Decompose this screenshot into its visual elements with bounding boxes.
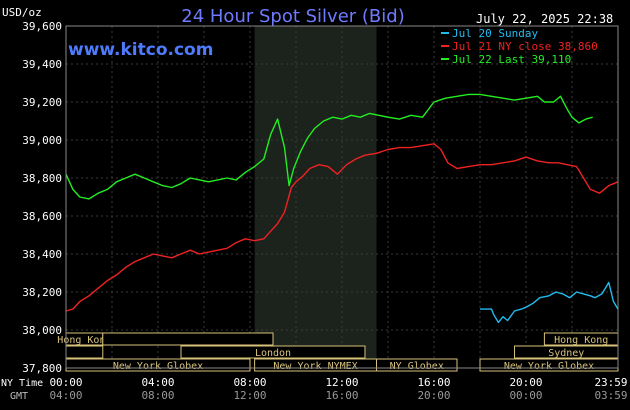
y-tick-label: 38,600 bbox=[22, 210, 62, 223]
y-tick-label: 39,200 bbox=[22, 96, 62, 109]
x-tick-label-gmt: 12:00 bbox=[233, 389, 266, 402]
x-tick-label-gmt: 16:00 bbox=[325, 389, 358, 402]
series-line bbox=[65, 143, 619, 312]
y-axis-tick-labels: 39,600 39,400 39,200 39,000 38,800 38,600 38,4… bbox=[22, 20, 62, 375]
series-line bbox=[65, 93, 593, 200]
source-watermark: www.kitco.com bbox=[68, 40, 213, 60]
x-tick-label-ny: 12:00 bbox=[325, 376, 358, 389]
plot-border bbox=[65, 25, 619, 369]
x-axis-label-gmt: GMT bbox=[10, 391, 28, 402]
legend-entry: Jul 22 Last 39,110 bbox=[452, 53, 571, 66]
y-tick-label: 39,400 bbox=[22, 58, 62, 71]
market-session-bars: Hong Kong Hong Kong London Sydney New York G… bbox=[57, 332, 619, 372]
y-tick-label: 39,600 bbox=[22, 20, 62, 33]
chart-title: 24 Hour Spot Silver (Bid) bbox=[181, 6, 404, 27]
x-tick-label-gmt: 08:00 bbox=[141, 389, 174, 402]
session-label: New York Globex bbox=[504, 361, 594, 372]
nymex-session-highlight bbox=[254, 26, 377, 368]
session-label: Sydney bbox=[548, 348, 584, 359]
x-tick-label-ny: 04:00 bbox=[141, 376, 174, 389]
y-tick-label: 39,000 bbox=[22, 134, 62, 147]
session-label: Hong Kong bbox=[554, 335, 608, 346]
y-tick-label: 38,000 bbox=[22, 324, 62, 337]
x-tick-label-ny: 23:59 bbox=[594, 376, 627, 389]
session-label: New York NYMEX bbox=[273, 361, 357, 372]
x-tick-label-gmt: 03:59 bbox=[594, 389, 627, 402]
legend-entry: Jul 21 NY close 38,860 bbox=[452, 40, 598, 53]
legend-entry: Jul 20 Sunday bbox=[452, 27, 538, 40]
y-tick-label: 38,200 bbox=[22, 286, 62, 299]
timestamp: July 22, 2025 22:38 bbox=[476, 12, 613, 26]
x-axis-tick-labels: 00:00 04:00 08:00 12:00 16:00 20:00 23:5904:00… bbox=[49, 376, 627, 402]
x-tick-label-ny: 16:00 bbox=[417, 376, 450, 389]
session-label: Hong Kong bbox=[57, 335, 111, 346]
x-tick-label-ny: 20:00 bbox=[509, 376, 542, 389]
x-axis-label-ny: NY Time bbox=[1, 378, 43, 389]
x-tick-label-gmt: 20:00 bbox=[417, 389, 450, 402]
price-series-lines bbox=[65, 93, 619, 324]
y-tick-label: 38,800 bbox=[22, 172, 62, 185]
x-tick-label-ny: 08:00 bbox=[233, 376, 266, 389]
session-label: NY Globex bbox=[390, 361, 444, 372]
y-tick-label: 38,400 bbox=[22, 248, 62, 261]
session-bar bbox=[180, 345, 366, 359]
y-tick-label: 37,800 bbox=[22, 362, 62, 375]
x-tick-label-gmt: 00:00 bbox=[509, 389, 542, 402]
grid-lines bbox=[66, 26, 618, 368]
session-label: London bbox=[255, 348, 291, 359]
y-axis-unit: USD/oz bbox=[2, 6, 42, 19]
x-tick-label-ny: 00:00 bbox=[49, 376, 82, 389]
session-bar bbox=[102, 332, 274, 346]
session-label: New York Globex bbox=[113, 361, 203, 372]
session-bar bbox=[65, 345, 104, 359]
series-line bbox=[480, 281, 619, 324]
x-tick-label-gmt: 04:00 bbox=[49, 389, 82, 402]
